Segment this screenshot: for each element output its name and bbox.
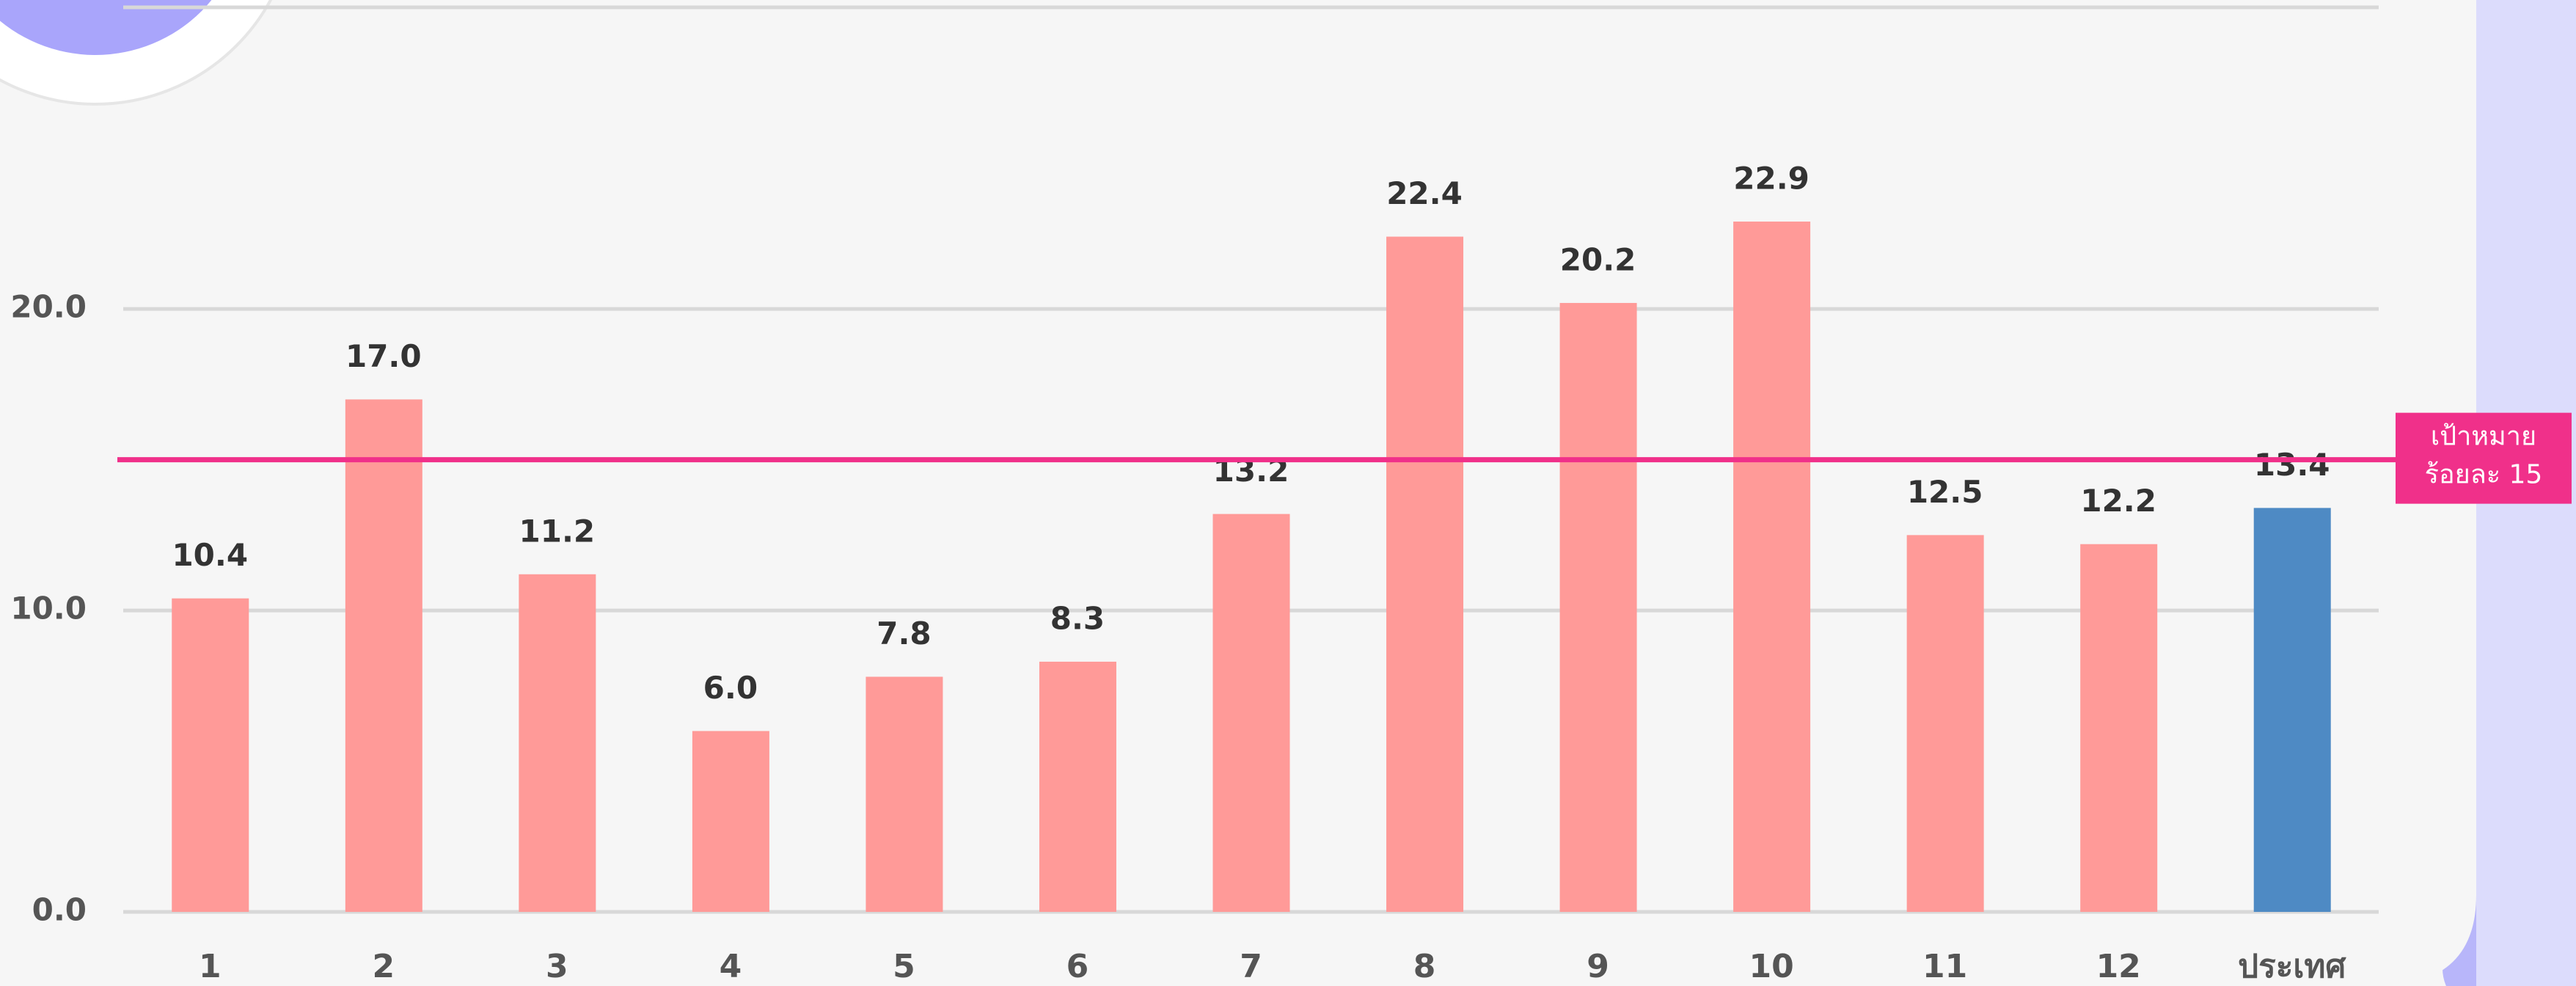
x-tick-label: 5 (893, 948, 915, 985)
target-label: ร้อยละ 15 (2425, 460, 2543, 490)
bar (1386, 237, 1463, 912)
bar (1907, 535, 1984, 912)
bar (345, 399, 422, 912)
value-label: 20.2 (1560, 241, 1636, 277)
bar (1733, 222, 1810, 912)
chart: 0.0 10.0 20.0 1 10.4 2 17.0 3 11.2 4 6.0 5 7.8 6 8.3 7 1… (0, 0, 2576, 986)
y-tick-label: 10.0 (10, 591, 87, 627)
x-tick-label: 12 (2096, 948, 2141, 985)
value-label: 12.5 (1907, 474, 1983, 510)
y-tick-label: 20.0 (10, 289, 87, 325)
bar (1560, 303, 1637, 912)
value-label: 8.3 (1050, 600, 1105, 636)
value-label: 12.2 (2080, 483, 2156, 519)
value-label: 11.2 (519, 513, 596, 549)
x-tick-label: 9 (1587, 948, 1609, 985)
bar (692, 731, 769, 912)
x-tick-label: ประเทศ (2238, 948, 2346, 985)
x-tick-label: 10 (1749, 948, 1793, 985)
value-label: 22.9 (1733, 161, 1810, 197)
bar (519, 574, 596, 912)
value-label: 17.0 (345, 338, 422, 374)
value-label: 10.4 (172, 537, 248, 573)
x-tick-label: 1 (199, 948, 222, 985)
bar (2254, 508, 2331, 912)
value-label: 6.0 (703, 670, 758, 706)
x-tick-label: 3 (546, 948, 568, 985)
bar (172, 599, 249, 912)
bar (866, 676, 943, 912)
target-label: เป้าหมาย (2431, 422, 2536, 452)
x-tick-label: 4 (720, 948, 742, 985)
value-label: 22.4 (1386, 175, 1463, 211)
x-tick-label: 8 (1413, 948, 1436, 985)
x-tick-label: 7 (1240, 948, 1262, 985)
value-label: 7.8 (877, 616, 931, 651)
x-tick-label: 2 (372, 948, 395, 985)
x-tick-label: 6 (1066, 948, 1089, 985)
bar (2080, 544, 2157, 912)
bar (1039, 662, 1116, 912)
value-label: 13.4 (2254, 447, 2330, 483)
x-tick-label: 11 (1922, 948, 1967, 985)
y-tick-label: 0.0 (32, 892, 87, 928)
bar (1213, 514, 1290, 912)
